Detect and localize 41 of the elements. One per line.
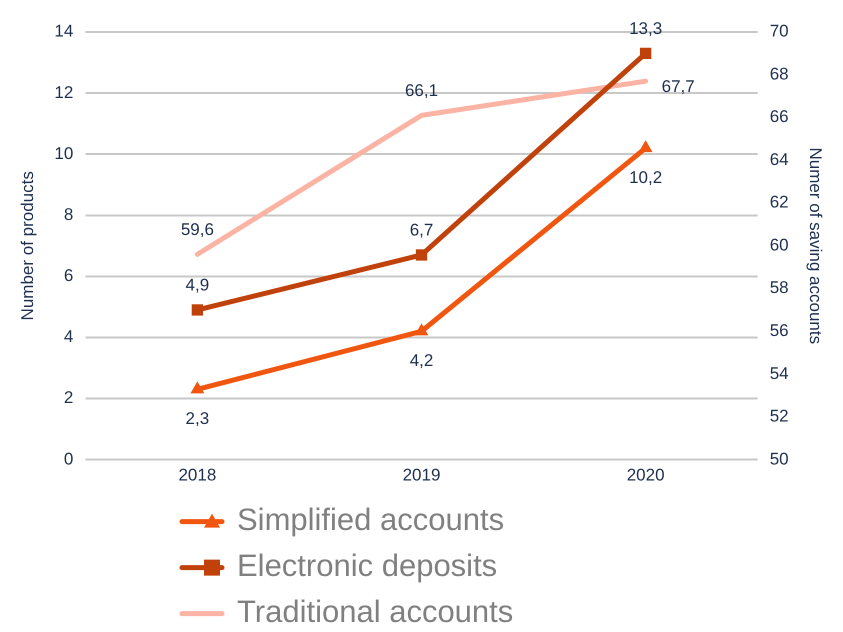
point bbox=[190, 381, 204, 394]
y2-tick-label: 68 bbox=[770, 64, 789, 84]
y2-tick-label: 60 bbox=[770, 235, 789, 254]
x-tick-label: 2020 bbox=[626, 465, 665, 484]
y-axis-title: Number of products bbox=[18, 171, 37, 320]
x-tick-label: 2018 bbox=[178, 465, 216, 484]
y2-tick-label: 70 bbox=[770, 22, 789, 41]
data-label: 59,6 bbox=[180, 220, 214, 240]
y2-axis-title: Numer of saving accounts bbox=[806, 148, 826, 344]
legend-label: Traditional accounts bbox=[237, 594, 514, 630]
data-label: 10,2 bbox=[629, 168, 662, 187]
y-tick-label: 2 bbox=[64, 388, 74, 408]
legend-label: Simplified accounts bbox=[237, 502, 504, 538]
y2-tick-label: 54 bbox=[770, 364, 789, 383]
data-label: 66,1 bbox=[404, 81, 438, 100]
data-label: 4,9 bbox=[186, 276, 210, 295]
data-label: 2,3 bbox=[186, 409, 210, 428]
y-tick-label: 0 bbox=[64, 449, 74, 468]
point bbox=[416, 249, 428, 261]
y2-tick-label: 64 bbox=[770, 150, 789, 169]
point bbox=[638, 140, 653, 152]
y2-tick-label: 58 bbox=[770, 278, 789, 298]
y-tick-label: 8 bbox=[64, 204, 74, 224]
legend-label: Electronic deposits bbox=[237, 548, 498, 584]
data-label: 4,2 bbox=[410, 351, 434, 370]
y-tick-label: 10 bbox=[54, 144, 74, 163]
point bbox=[414, 323, 428, 336]
y2-tick-label: 66 bbox=[770, 107, 789, 126]
y-tick-label: 12 bbox=[54, 82, 74, 102]
point bbox=[640, 48, 652, 60]
y2-tick-label: 56 bbox=[770, 321, 789, 340]
data-label: 67,7 bbox=[662, 76, 695, 96]
y2-tick-label: 50 bbox=[770, 449, 789, 468]
y-tick-label: 6 bbox=[64, 266, 74, 286]
y2-tick-label: 52 bbox=[770, 406, 789, 426]
data-label: 6,7 bbox=[410, 220, 434, 240]
y-tick-label: 14 bbox=[54, 22, 74, 41]
data-label: 13,3 bbox=[629, 19, 662, 38]
x-tick-label: 2019 bbox=[402, 465, 440, 484]
y-tick-label: 4 bbox=[64, 327, 74, 346]
y2-tick-label: 62 bbox=[770, 192, 789, 212]
